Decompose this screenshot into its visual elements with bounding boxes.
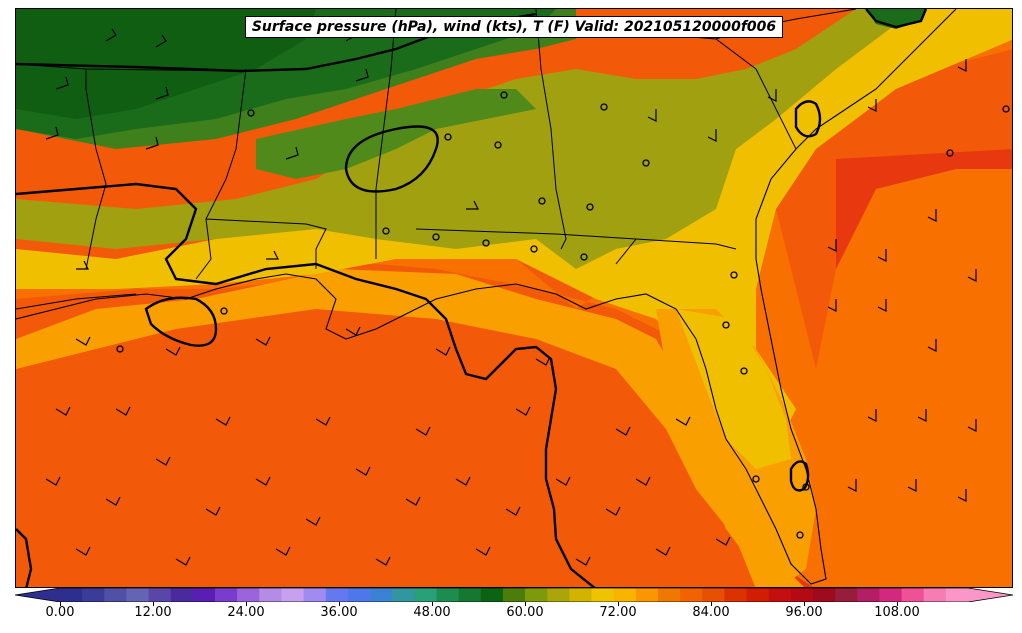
map-panel: Surface pressure (hPa), wind (kts), T (F… [15,8,1013,588]
colorbar-tick [339,602,340,606]
colorbar-tick [618,602,619,606]
colorbar-swatch [613,588,637,602]
colorbar-tick [804,602,805,606]
coastline [16,9,957,585]
station-markers [116,91,1010,539]
colorbar-labels: 0.00 12.00 24.00 36.00 48.00 60.00 72.00 84.00 9… [0,605,1022,625]
colorbar-swatch [547,588,570,602]
colorbar-tick-label: 96.00 [785,605,823,620]
colorbar-swatch [480,588,504,602]
colorbar-tick [246,602,247,606]
olive-temperature-band [16,9,916,269]
colorbar-swatch [259,588,283,602]
colorbar-tick-label: 84.00 [692,605,730,620]
colorbar-tick [153,602,154,606]
colorbar-tick-label: 0.00 [45,605,75,620]
colorbar-tick-label: 108.00 [874,605,920,620]
colorbar-swatch [237,588,260,602]
colorbar-swatch [325,588,349,602]
colorbar-tick [525,602,526,606]
colorbar-swatch [347,588,371,602]
colorbar-tick-label: 24.00 [227,605,265,620]
colorbar-swatch [170,588,194,602]
colorbar-max-extend [968,588,1013,602]
darkest-green-north [16,9,316,119]
colorbar-swatch [281,588,305,602]
colorbar-swatch [591,588,615,602]
colorbar-swatch [680,588,703,602]
colorbar-swatch [901,588,925,602]
colorbar-swatch [303,588,327,602]
colorbar-tick [432,602,433,606]
green-inland-patch [256,89,536,179]
colorbar-tick-label: 48.00 [413,605,451,620]
colorbar-swatch [436,588,460,602]
colorbar-swatch [458,588,482,602]
colorbar-tick-label: 60.00 [506,605,544,620]
colorbar-swatch [945,588,969,602]
colorbar-swatch [812,588,836,602]
colorbar-tick-label: 36.00 [320,605,358,620]
colorbar-swatch [768,588,792,602]
weather-map [16,9,1012,587]
colorbar-swatch [392,588,415,602]
wind-barbs [45,28,977,566]
colorbar-swatch [414,588,438,602]
colorbar-swatch [569,588,593,602]
colorbar-tick-label: 72.00 [599,605,637,620]
colorbar-tick [711,602,712,606]
florida-north-yellow [676,309,791,469]
colorbar-swatch [923,588,947,602]
colorbar-swatch [702,588,725,602]
colorbar-swatch [635,588,659,602]
colorbar-swatch [126,588,150,602]
colorbar-swatch [657,588,681,602]
colorbar-swatch [790,588,814,602]
colorbar-swatch [82,588,105,602]
colorbar-swatch [857,588,881,602]
colorbar-swatch [192,588,216,602]
colorbar-tick [60,602,61,606]
colorbar-swatch [502,588,526,602]
coastal-orange-band [16,269,804,587]
colorbar-swatch [370,588,393,602]
colorbar-swatch [835,588,858,602]
colorbar-swatch [724,588,748,602]
isobars [16,9,928,587]
colorbar-tick-label: 12.00 [134,605,172,620]
colorbar-swatch [148,588,172,602]
colorbar-swatch [104,588,128,602]
colorbar-swatch [879,588,903,602]
colorbar-min-extend [15,588,60,602]
colorbar-swatch [746,588,770,602]
colorbar-swatch [215,588,238,602]
colorbar-swatch [525,588,548,602]
temperature-colorbar [15,588,1013,602]
colorbar-swatch [60,588,83,602]
colorbar-tick [897,602,898,606]
